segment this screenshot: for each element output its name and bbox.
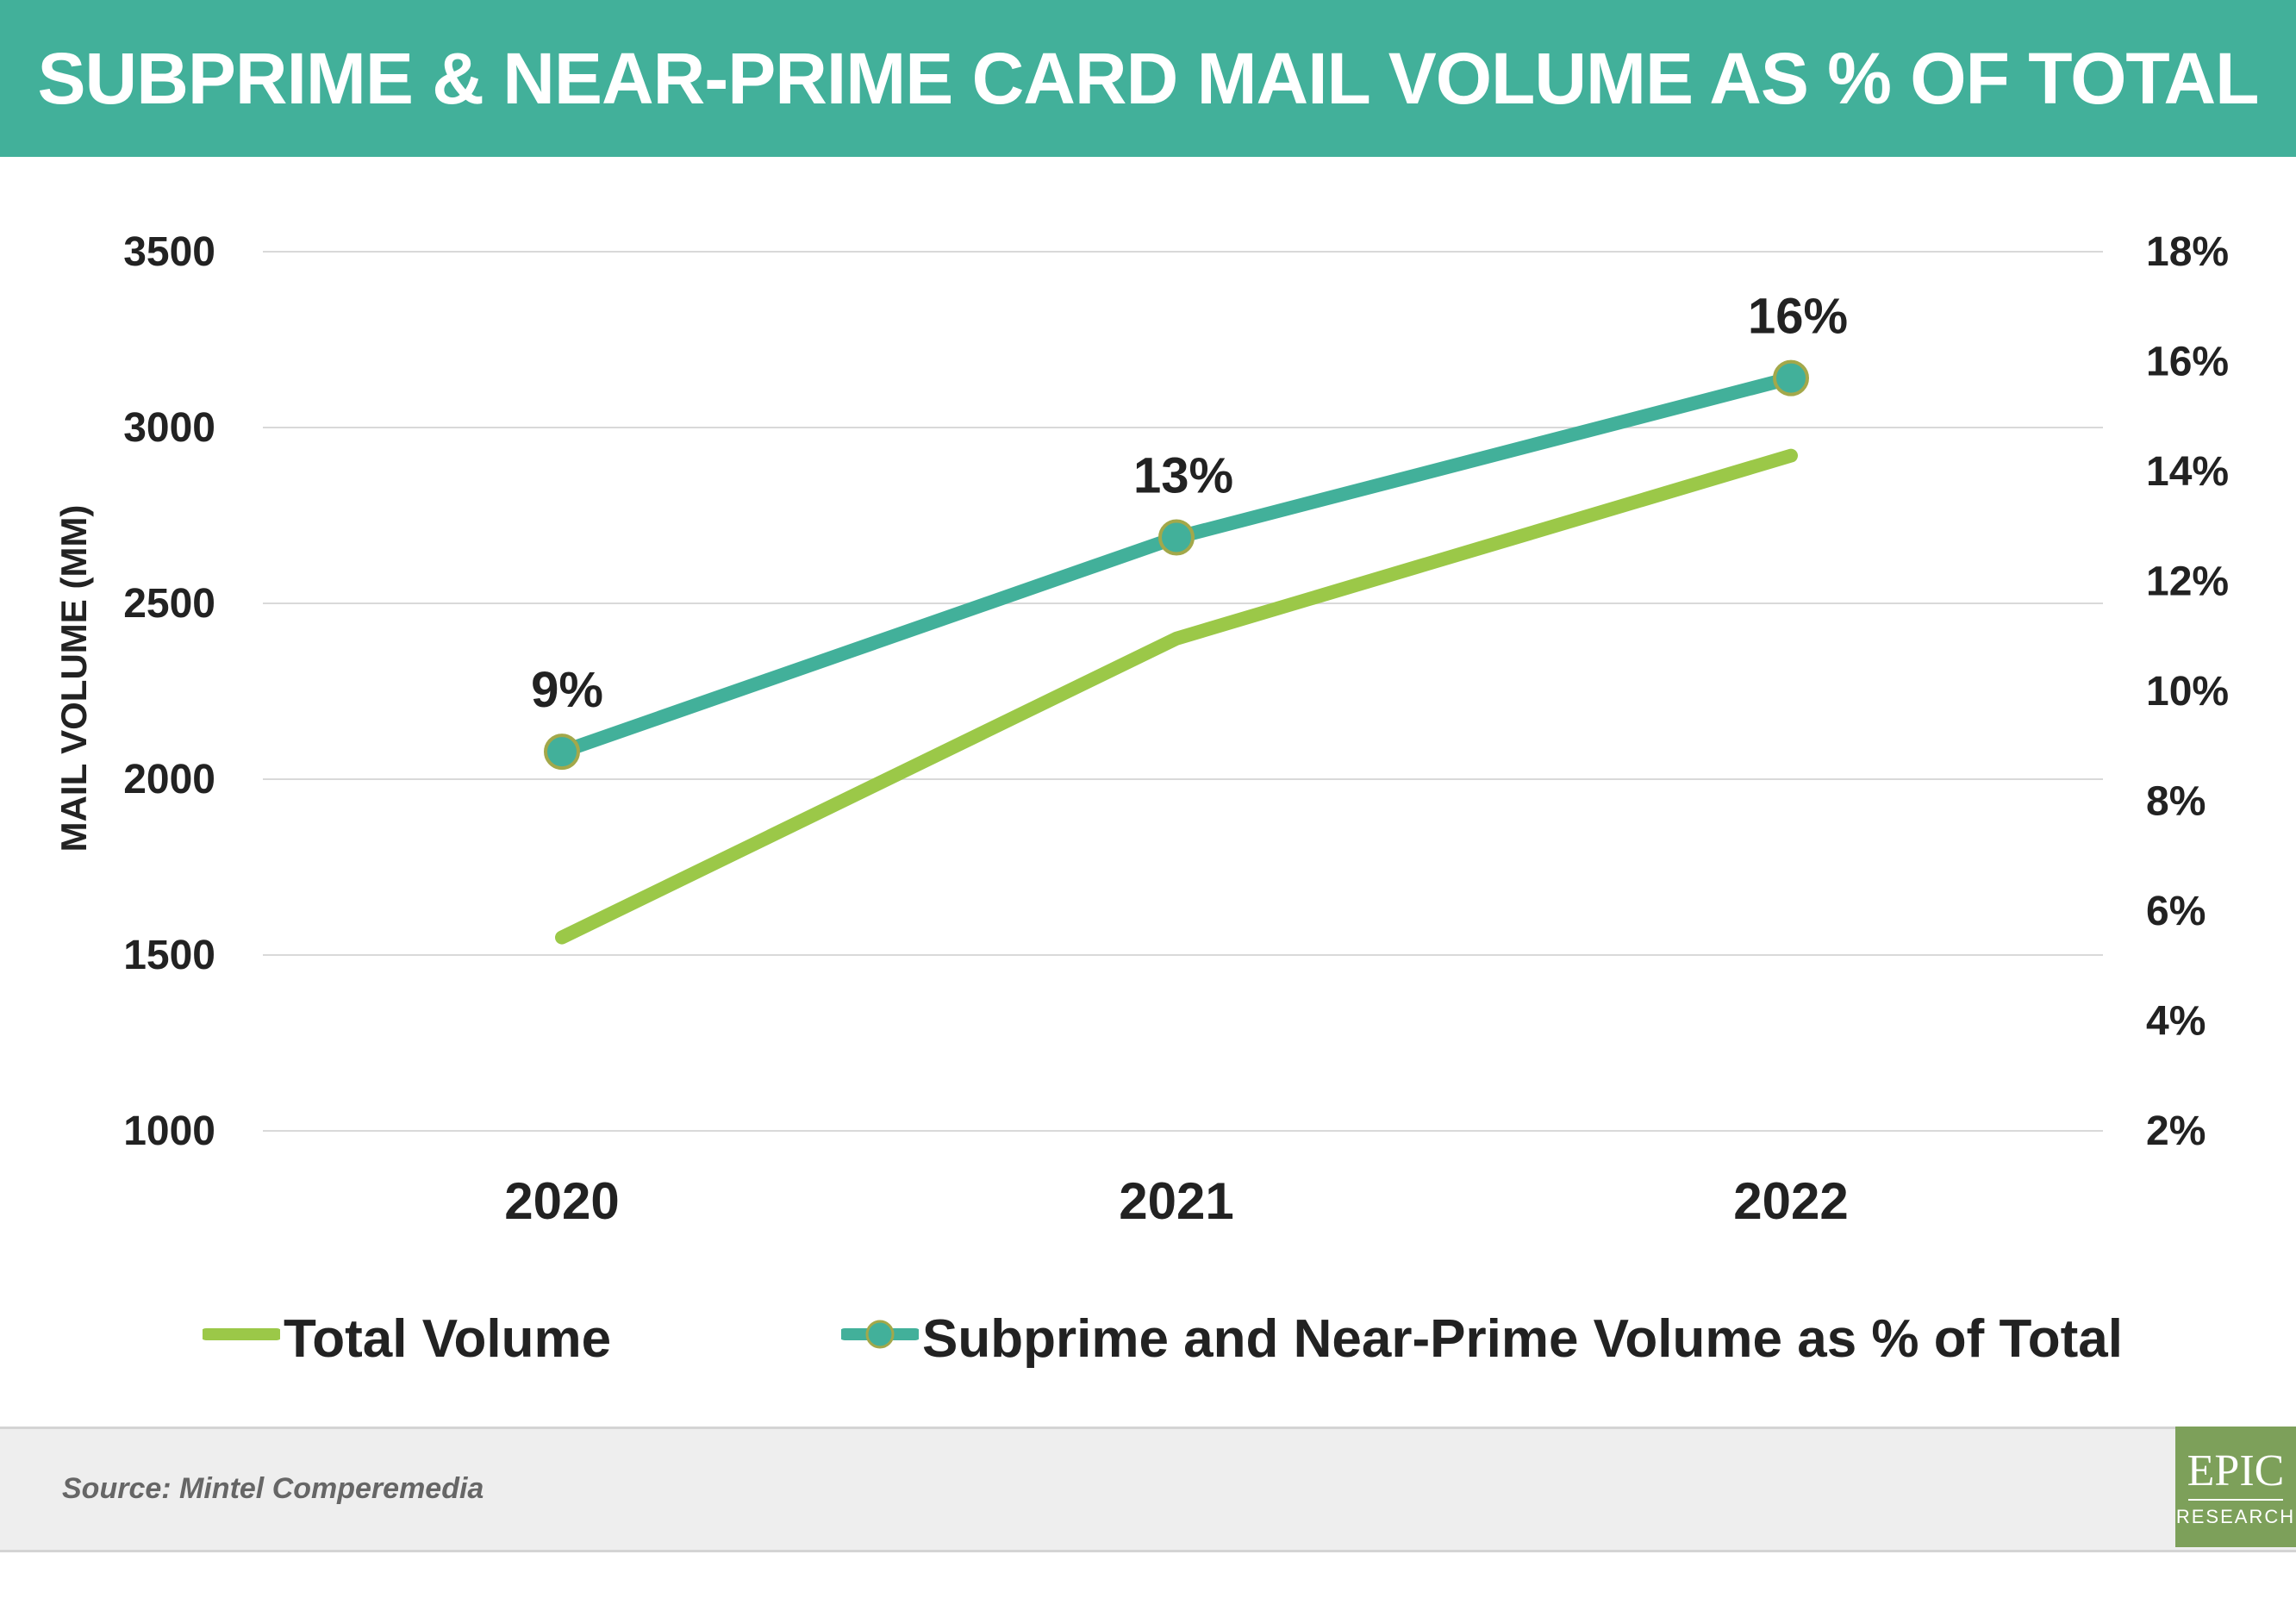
logo-main-text: EPIC	[2187, 1446, 2285, 1495]
x-axis-tick-2021: 2021	[1119, 1172, 1233, 1230]
legend-label-total-volume: Total Volume	[284, 1309, 612, 1369]
right-axis-tick-12pct: 12%	[2146, 559, 2229, 605]
left-axis-tick-2500: 2500	[123, 581, 215, 627]
left-axis-tick-2000: 2000	[123, 757, 215, 802]
right-axis-tick-8pct: 8%	[2146, 779, 2206, 825]
data-label-subprime-share-2021: 13%	[1133, 448, 1233, 504]
x-axis-tick-2020: 2020	[504, 1172, 619, 1230]
data-point-subprime-share-2022	[1773, 359, 1809, 396]
right-axis-tick-10pct: 10%	[2146, 669, 2229, 715]
legend-swatch-subprime-share	[841, 1320, 919, 1349]
right-axis-tick-18pct: 18%	[2146, 229, 2229, 275]
data-point-subprime-share-2021	[1158, 519, 1195, 556]
logo-divider	[2188, 1499, 2283, 1501]
title-banner: SUBPRIME & NEAR-PRIME CARD MAIL VOLUME A…	[0, 0, 2296, 157]
right-axis-tick-14pct: 14%	[2146, 449, 2229, 495]
left-axis-tick-3500: 3500	[123, 229, 215, 275]
series-line-total-volume	[555, 448, 1798, 945]
right-axis-tick-16pct: 16%	[2146, 340, 2229, 385]
right-axis-tick-6pct: 6%	[2146, 889, 2206, 934]
left-axis-tick-3000: 3000	[123, 405, 215, 451]
legend-label-subprime-share: Subprime and Near-Prime Volume as % of T…	[922, 1309, 2124, 1369]
right-axis-tick-2pct: 2%	[2146, 1108, 2206, 1154]
legend-swatch-total-volume	[203, 1328, 280, 1340]
line-chart: 1000 1500 2000 2500 3000 3500 2% 4% 6% 8% 10% 12% 14…	[53, 229, 2229, 1230]
x-axis-tick-2022: 2022	[1733, 1172, 1848, 1230]
logo-sub-text: RESEARCH	[2175, 1506, 2296, 1527]
y-axis-label: MAIL VOLUME (MM)	[53, 505, 94, 852]
legend: Total Volume Subprime and Near-Prime Vol…	[0, 1302, 2296, 1370]
right-axis-tick-4pct: 4%	[2146, 999, 2206, 1045]
left-axis-tick-1500: 1500	[123, 933, 215, 978]
epic-research-logo: EPIC RESEARCH	[2175, 1427, 2296, 1547]
series-line-subprime-share	[555, 371, 1798, 759]
footer: Source: Mintel Comperemedia	[0, 1427, 2296, 1552]
data-label-subprime-share-2020: 9%	[531, 662, 603, 718]
left-axis-tick-1000: 1000	[123, 1108, 215, 1154]
data-point-subprime-share-2020	[544, 734, 580, 771]
source-note: Source: Mintel Comperemedia	[62, 1472, 484, 1505]
data-label-subprime-share-2022: 16%	[1748, 289, 1848, 345]
chart-title: SUBPRIME & NEAR-PRIME CARD MAIL VOLUME A…	[37, 38, 2260, 119]
